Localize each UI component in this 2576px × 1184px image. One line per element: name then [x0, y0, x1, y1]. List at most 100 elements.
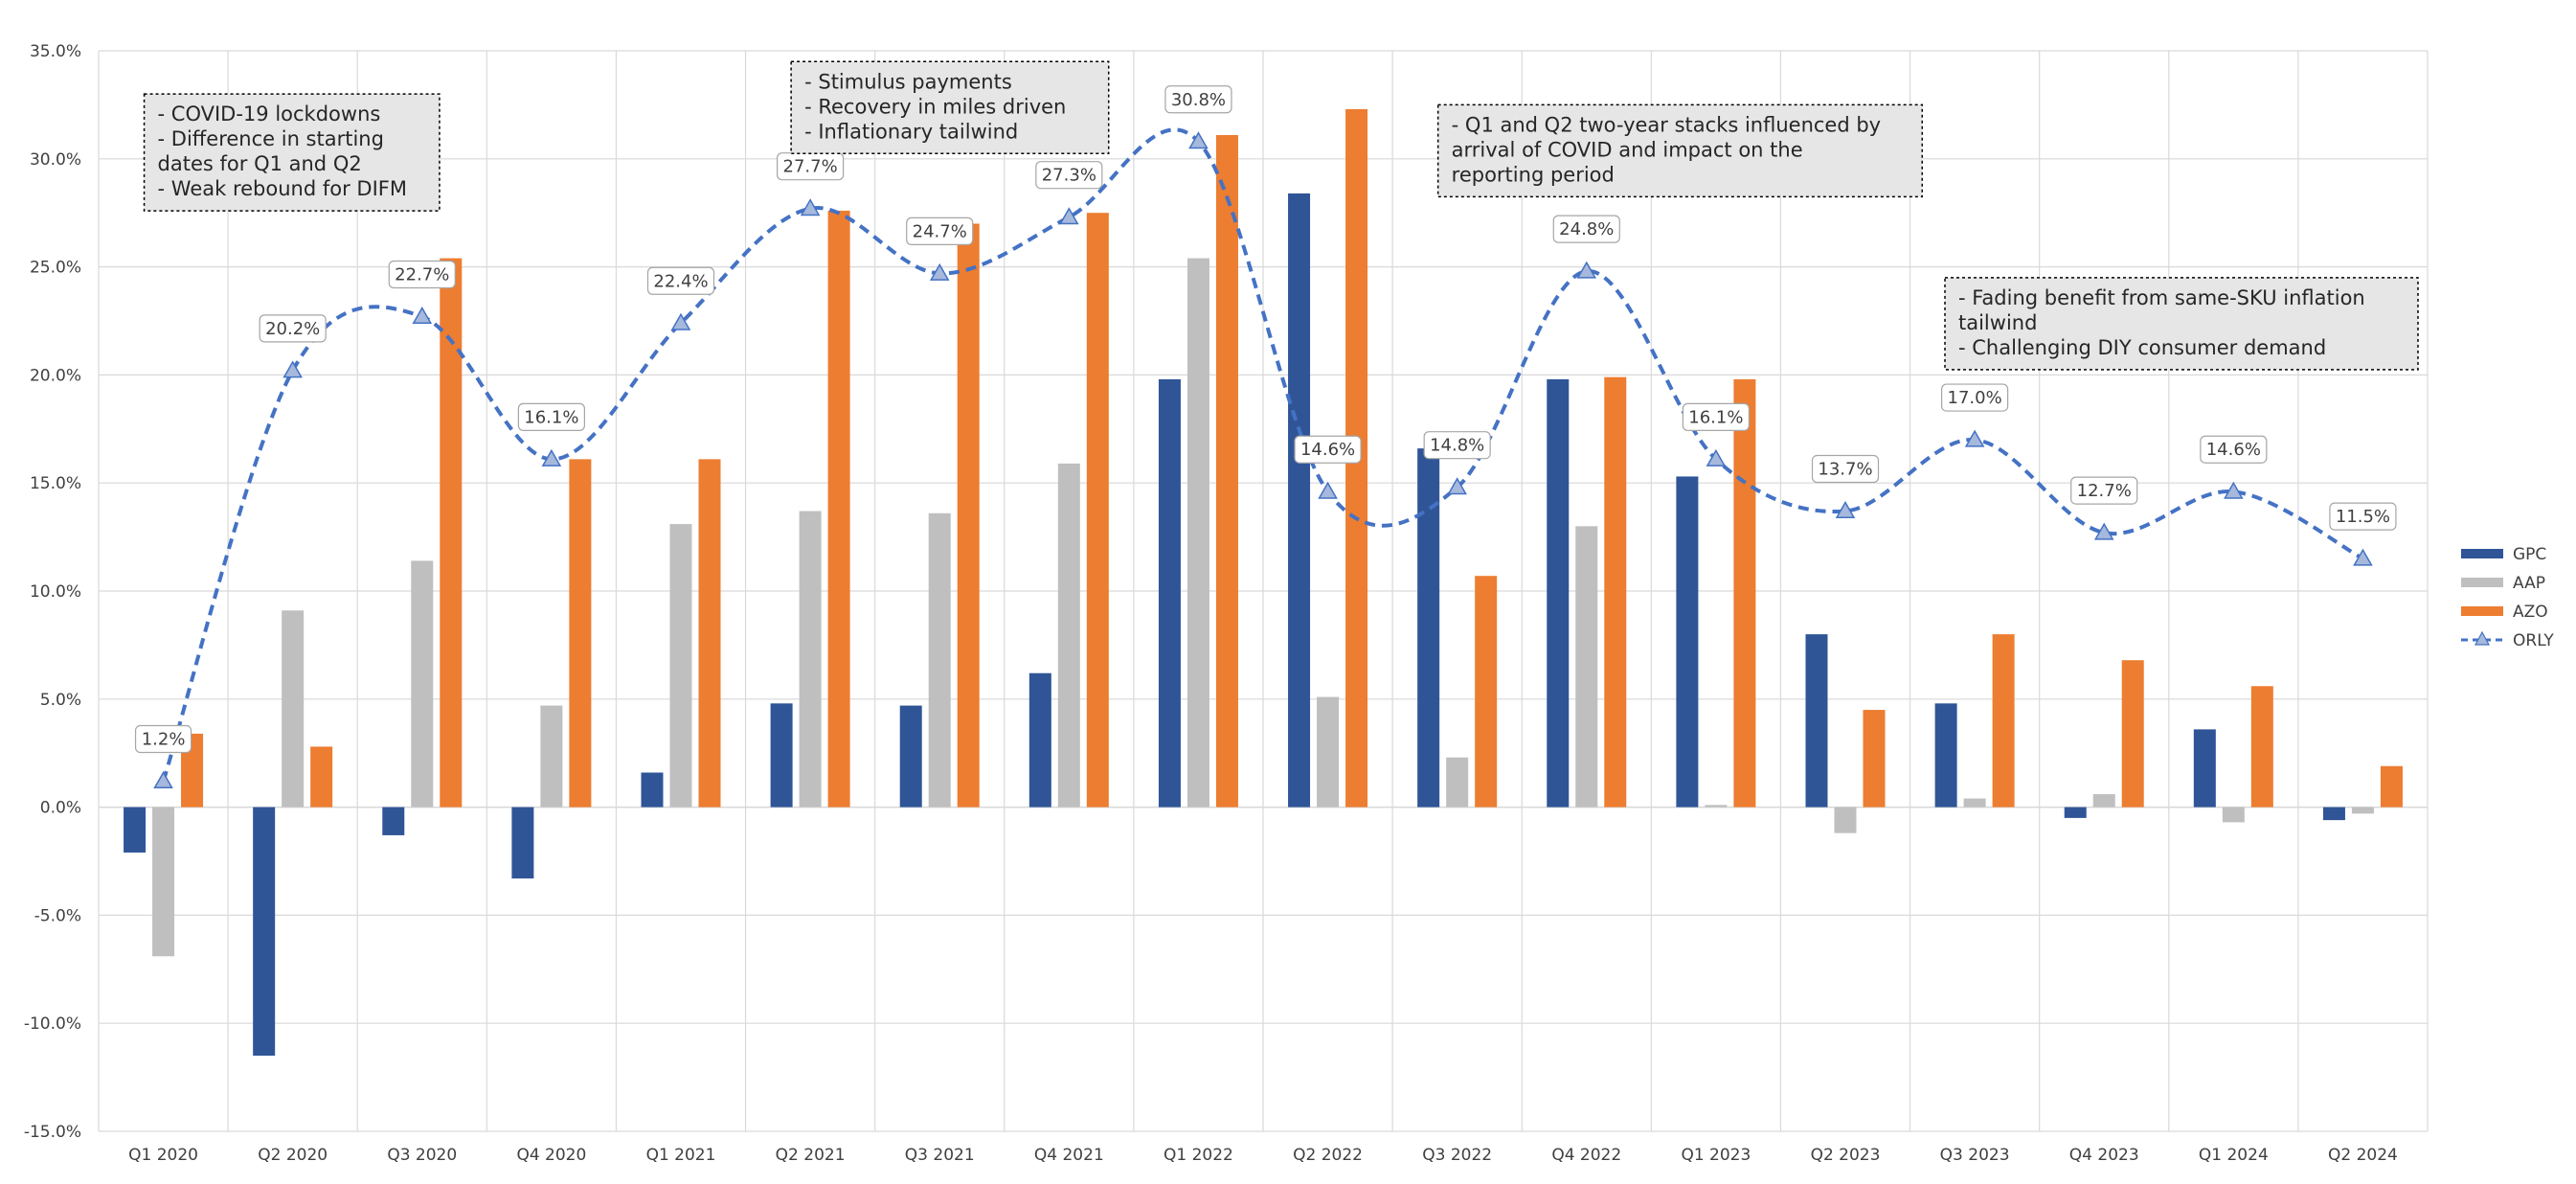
y-tick-label: 25.0% — [30, 259, 81, 278]
annotation-text: arrival of COVID and impact on the — [1452, 138, 1803, 161]
bar-azo — [569, 459, 592, 808]
marker-orly — [1188, 131, 1209, 149]
bar-aap — [411, 560, 434, 808]
data-label-box — [1035, 161, 1103, 190]
data-label-orly: 27.3% — [1042, 166, 1096, 186]
x-tick-label: Q3 2022 — [1422, 1146, 1492, 1165]
y-tick-label: 10.0% — [30, 582, 81, 602]
data-label-box — [2200, 435, 2268, 464]
data-label-box — [2329, 502, 2397, 531]
x-tick-label: Q1 2020 — [128, 1146, 198, 1165]
x-tick-label: Q4 2020 — [516, 1146, 586, 1165]
bar-azo — [1604, 376, 1627, 808]
annotation-box — [143, 93, 441, 212]
bar-gpc — [511, 807, 534, 879]
grid-layer — [98, 50, 2429, 1132]
bar-aap — [1834, 807, 1857, 833]
legend-label-aap: AAP — [2513, 574, 2545, 593]
data-label-box — [259, 314, 327, 343]
x-tick-label: Q1 2024 — [2199, 1146, 2269, 1165]
annotation-text: - Challenging DIY consumer demand — [1958, 336, 2326, 359]
y-tick-label: 35.0% — [30, 42, 81, 61]
x-tick-label: Q1 2022 — [1164, 1146, 1233, 1165]
bar-gpc — [899, 705, 922, 808]
bar-aap — [540, 705, 563, 808]
bar-azo — [2121, 660, 2144, 808]
data-label-box — [517, 402, 585, 431]
bar-gpc — [1028, 672, 1051, 808]
bar-gpc — [382, 807, 405, 835]
marker-orly — [670, 312, 691, 330]
bar-aap — [1446, 757, 1469, 808]
x-tick-label: Q3 2021 — [905, 1146, 975, 1165]
y-tick-label: 15.0% — [30, 474, 81, 493]
marker-orly — [2353, 548, 2373, 566]
bar-azo — [1475, 576, 1498, 808]
legend-label-gpc: GPC — [2513, 545, 2546, 564]
x-tick-label: Q2 2022 — [1293, 1146, 1363, 1165]
bar-aap — [1575, 526, 1598, 808]
marker-orly — [2224, 481, 2244, 499]
legend-label-azo: AZO — [2513, 603, 2548, 622]
data-labels-layer: 1.2% 20.2% 22.7% 16.1% 22.4% 27.7% 24.7% 27.3% 3… — [134, 85, 2397, 754]
bar-aap — [2351, 807, 2374, 814]
data-label-box — [906, 216, 974, 245]
y-tick-label: 5.0% — [40, 691, 81, 710]
bar-gpc — [2322, 807, 2345, 821]
x-tick-label: Q2 2020 — [258, 1146, 328, 1165]
annotations-layer: - COVID-19 lockdowns- Difference in star… — [143, 60, 2419, 371]
bar-aap — [1057, 463, 1080, 808]
bar-aap — [152, 807, 175, 957]
bar-azo — [1086, 213, 1109, 808]
x-tick-label: Q2 2023 — [1811, 1146, 1881, 1165]
annotation-box — [1944, 277, 2419, 371]
data-label-orly: 22.4% — [653, 271, 708, 291]
y-tick-label: -10.0% — [24, 1014, 81, 1034]
data-label-box — [1941, 383, 2009, 412]
annotation-text: dates for Q1 and Q2 — [158, 152, 362, 175]
data-label-orly: 27.7% — [783, 157, 838, 177]
marker-orly — [541, 448, 562, 467]
bars-layer — [124, 108, 2403, 1057]
bar-azo — [1733, 378, 1756, 808]
annotation-text: - Difference in starting — [158, 127, 384, 150]
x-tick-label: Q3 2020 — [387, 1146, 457, 1165]
annotation-text: tailwind — [1958, 311, 2037, 334]
bar-azo — [698, 459, 721, 808]
bar-gpc — [124, 807, 147, 853]
bar-gpc — [1417, 448, 1440, 808]
bar-aap — [799, 511, 822, 808]
data-label-orly: 11.5% — [2336, 507, 2390, 527]
bar-azo — [827, 210, 850, 808]
y-tick-label: 0.0% — [40, 799, 81, 818]
marker-orly — [1576, 261, 1597, 279]
marker-orly — [1318, 481, 1338, 499]
bar-gpc — [2193, 729, 2216, 808]
x-tick-label: Q4 2023 — [2069, 1146, 2139, 1165]
bar-azo — [957, 223, 980, 808]
bar-azo — [1992, 634, 2015, 808]
bar-azo — [2380, 765, 2403, 808]
marker-orly — [1706, 448, 1727, 467]
data-label-box — [2070, 476, 2138, 505]
data-label-orly: 24.8% — [1559, 219, 1614, 239]
annotation-text: reporting period — [1452, 163, 1615, 186]
marker-orly — [1964, 429, 1985, 447]
y-axis: -15.0% -10.0% -5.0% 0.0% 5.0% 10.0% 15.0% 20.0%… — [24, 42, 81, 1142]
marker-orly — [2093, 522, 2114, 540]
bar-gpc — [1676, 476, 1699, 808]
bar-azo — [440, 258, 463, 808]
legend-marker-orly — [2474, 630, 2491, 646]
annotation-text: - Weak rebound for DIFM — [158, 177, 407, 200]
bar-aap — [1186, 258, 1209, 808]
bar-aap — [282, 610, 305, 808]
bar-gpc — [253, 807, 276, 1057]
annotation-box — [1436, 103, 1924, 198]
annotation-text: - Inflationary tailwind — [804, 120, 1018, 143]
marker-orly — [412, 306, 433, 324]
y-tick-label: 30.0% — [30, 150, 81, 170]
line-orly — [161, 127, 2364, 783]
marker-orly — [1835, 501, 1856, 519]
